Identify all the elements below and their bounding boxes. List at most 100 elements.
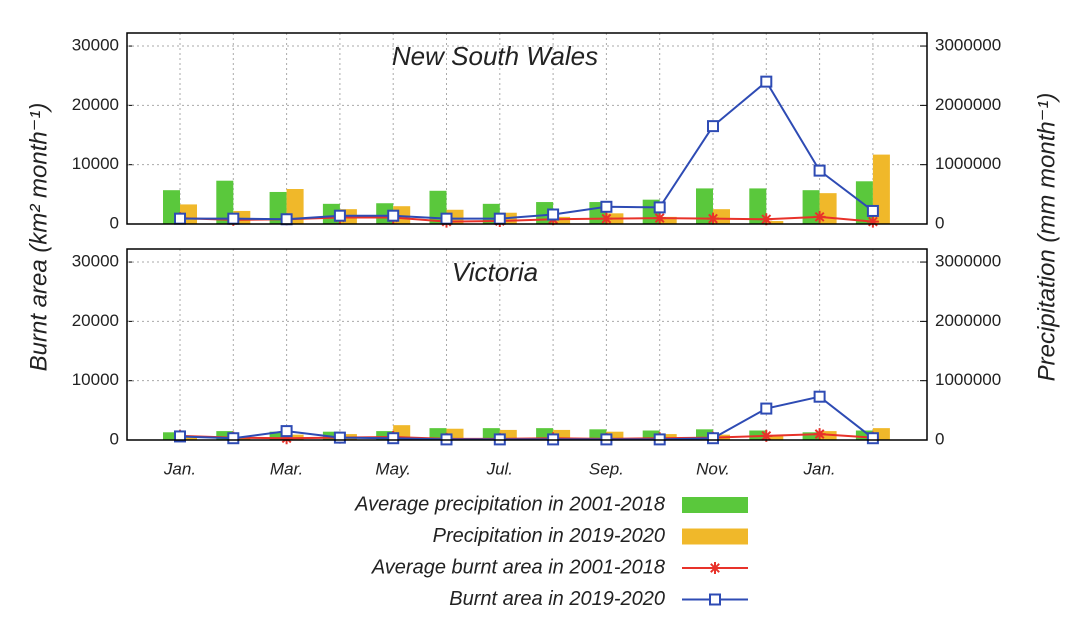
y-tick-label: 10000: [72, 370, 119, 389]
bar: [269, 431, 287, 440]
marker: [227, 432, 240, 445]
legend-marker: [709, 562, 721, 574]
x-tick-label: Sep.: [589, 459, 624, 478]
x-tick-label: Jan.: [163, 459, 196, 478]
y-tick-label: 0: [110, 213, 119, 232]
marker: [760, 75, 773, 88]
bar: [553, 429, 571, 440]
bar: [216, 431, 234, 440]
bar: [642, 430, 660, 440]
marker: [600, 212, 613, 225]
bar: [713, 209, 730, 224]
y2-tick-label: 0: [935, 429, 944, 448]
x-tick-label: Jul.: [486, 459, 513, 478]
marker: [653, 212, 666, 225]
marker: [707, 120, 719, 133]
legend-swatch: [682, 497, 748, 513]
bar: [872, 428, 890, 440]
y2-tick-label: 1000000: [935, 154, 1001, 173]
bar: [855, 430, 873, 440]
marker: [174, 212, 186, 225]
y-tick-label: 30000: [72, 252, 119, 271]
bar: [499, 429, 517, 440]
line: [180, 80, 874, 221]
marker: [866, 215, 879, 228]
y-tick-label: 20000: [72, 311, 119, 330]
marker: [280, 213, 293, 226]
marker: [547, 208, 560, 221]
y-axis-title: Burnt area (km² month⁻¹): [25, 103, 52, 372]
marker: [813, 428, 826, 441]
bar: [802, 432, 820, 440]
bar: [659, 434, 677, 440]
bar: [766, 221, 784, 224]
bar: [766, 435, 784, 440]
bar: [659, 216, 677, 224]
marker: [493, 212, 506, 225]
marker: [280, 432, 293, 445]
marker: [866, 432, 879, 445]
legend-label: Average precipitation in 2001-2018: [354, 493, 665, 515]
panel-title: New South Wales: [392, 41, 598, 71]
bar: [163, 432, 180, 440]
x-tick-label: Jan.: [803, 459, 836, 478]
bar: [606, 431, 624, 440]
plot-frame: [126, 32, 928, 225]
bar: [180, 436, 197, 440]
bar: [233, 438, 251, 440]
x-tick-label: Mar.: [270, 459, 303, 478]
x-tick-label: Nov.: [696, 459, 730, 478]
bar: [553, 216, 571, 224]
bar: [376, 431, 394, 440]
marker: [813, 210, 826, 223]
marker: [333, 209, 346, 222]
marker: [387, 209, 400, 222]
marker: [227, 212, 240, 225]
y-tick-label: 20000: [72, 95, 119, 114]
legend-label: Average burnt area in 2001-2018: [371, 556, 665, 578]
y2-tick-label: 1000000: [935, 370, 1001, 389]
marker: [707, 212, 719, 225]
y2-tick-label: 2000000: [935, 95, 1001, 114]
bar: [802, 190, 820, 224]
bar: [536, 428, 554, 440]
marker: [174, 430, 186, 443]
legend-swatch: [682, 528, 748, 545]
bar: [446, 428, 464, 440]
y-tick-label: 10000: [72, 154, 119, 173]
y-tick-label: 0: [110, 429, 119, 448]
bar: [749, 188, 767, 224]
legend-marker: [709, 593, 721, 606]
marker: [280, 425, 293, 438]
marker: [600, 200, 613, 213]
plot-frame: [126, 248, 928, 441]
marker: [387, 432, 400, 445]
y2-axis-title: Precipitation (mm month⁻¹): [1033, 93, 1060, 382]
marker: [653, 201, 666, 214]
x-tick-label: May.: [375, 459, 411, 478]
y2-tick-label: 0: [935, 213, 944, 232]
marker: [760, 402, 773, 415]
y2-tick-label: 3000000: [935, 36, 1001, 55]
bar: [482, 428, 500, 440]
bar: [589, 429, 607, 440]
bar: [696, 429, 713, 440]
marker: [813, 164, 826, 177]
y-tick-label: 30000: [72, 36, 119, 55]
marker: [866, 204, 879, 217]
marker: [440, 212, 453, 225]
legend-label: Precipitation in 2019-2020: [433, 525, 665, 547]
marker: [760, 429, 773, 442]
bar: [855, 181, 873, 224]
marker: [333, 431, 346, 444]
y2-tick-label: 3000000: [935, 252, 1001, 271]
bar: [429, 428, 447, 440]
marker: [707, 432, 719, 445]
marker: [813, 390, 826, 403]
panel-title: Victoria: [452, 257, 538, 287]
legend-label: Burnt area in 2019-2020: [449, 588, 665, 610]
y2-tick-label: 2000000: [935, 311, 1001, 330]
marker: [760, 213, 773, 226]
